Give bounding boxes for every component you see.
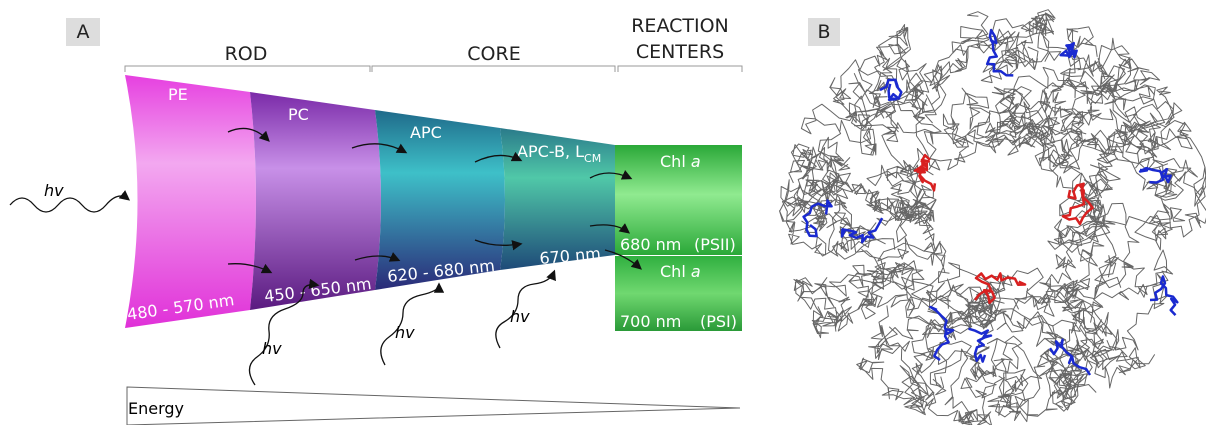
photon: hv	[262, 339, 282, 358]
backbone	[800, 102, 926, 211]
backbone	[811, 136, 886, 250]
header: CORE	[467, 43, 520, 65]
backbone	[1138, 166, 1172, 184]
funnel	[125, 75, 742, 331]
backbone	[912, 113, 1004, 176]
backbone	[1036, 314, 1093, 412]
transfer-arrows	[227, 127, 642, 274]
panel-label-box	[808, 18, 840, 46]
panel-label: B	[817, 21, 830, 43]
backbone	[794, 169, 850, 257]
header: REACTION	[631, 15, 729, 37]
backbone	[857, 57, 961, 171]
backbone	[976, 86, 1082, 164]
backbone	[1061, 182, 1094, 226]
backbone	[1039, 215, 1119, 317]
backbone	[802, 199, 833, 238]
name-text: Chl	[660, 152, 691, 171]
backbone	[788, 143, 851, 184]
center-system: (PSI)	[700, 312, 737, 331]
name-italic: a	[691, 262, 701, 281]
backbone	[856, 315, 938, 401]
panel-label: A	[77, 21, 90, 43]
backbone	[1037, 25, 1131, 111]
name-text: APC-B, L	[517, 142, 584, 161]
backbone	[870, 305, 930, 416]
backbone	[794, 266, 897, 327]
backbone	[793, 277, 854, 339]
backbone	[1048, 338, 1092, 376]
backbone	[938, 262, 1006, 329]
backbone	[1059, 41, 1078, 59]
segment-name: PE	[168, 85, 188, 104]
backbone	[913, 153, 937, 192]
backbone	[950, 267, 1054, 335]
backbone	[779, 173, 896, 260]
backbone	[1052, 314, 1120, 371]
backbone	[974, 272, 1027, 305]
backbone	[848, 260, 925, 320]
backbone	[912, 14, 1054, 89]
backbone	[1076, 162, 1121, 243]
center-name: Chl a	[660, 262, 701, 281]
segment-name: APC	[410, 123, 442, 142]
backbone	[1094, 203, 1186, 297]
photon: hv	[44, 181, 64, 200]
backbone	[1074, 70, 1206, 228]
photon-arrows	[9, 190, 556, 386]
backbone	[1042, 86, 1183, 167]
backbone	[848, 24, 930, 121]
backbone	[779, 179, 899, 279]
backbone	[926, 278, 1007, 365]
backbone	[929, 305, 955, 362]
backbone	[951, 9, 1056, 56]
backbone	[991, 26, 1098, 113]
backbone	[929, 348, 996, 425]
backbone	[985, 28, 1014, 77]
header: ROD	[225, 43, 268, 65]
backbone	[943, 87, 1063, 167]
center-wavelength: 700 nm	[620, 312, 681, 331]
backbone	[872, 262, 976, 396]
backbone	[1038, 121, 1193, 189]
backbone	[984, 288, 1083, 409]
backbone	[1031, 249, 1174, 323]
center-name: Chl a	[660, 152, 701, 171]
segment-range: 670 nm	[539, 244, 602, 268]
center-system: (PSII)	[694, 235, 736, 254]
name-italic: a	[691, 152, 701, 171]
name-text: Chl	[660, 262, 691, 281]
name-sub: CM	[584, 152, 601, 165]
backbone	[988, 101, 1103, 199]
header: CENTERS	[636, 41, 724, 63]
energy-label: Energy	[128, 399, 184, 418]
backbone	[879, 78, 903, 102]
photon: hv	[510, 307, 530, 326]
backbone	[1078, 123, 1168, 218]
backbone	[1072, 56, 1155, 135]
backbone	[911, 310, 979, 423]
backbone	[970, 335, 1043, 408]
backbone	[879, 61, 962, 133]
backbone	[1043, 347, 1156, 400]
center-wavelength: 680 nm	[620, 235, 681, 254]
brackets	[124, 65, 743, 72]
backbone	[980, 31, 1039, 84]
backbone	[987, 365, 1058, 423]
panel-label-box	[66, 18, 100, 46]
segment-name: APC-B, LCM	[517, 142, 601, 165]
backbone	[968, 327, 993, 363]
segment-name: PC	[288, 105, 309, 124]
backbone	[829, 51, 898, 156]
energy-wedge	[126, 386, 741, 425]
backbone	[1149, 275, 1179, 316]
photon: hv	[395, 323, 415, 342]
backbone	[1049, 273, 1169, 351]
backbone	[840, 217, 884, 244]
backbone	[866, 164, 941, 262]
protein-structure	[779, 9, 1206, 425]
